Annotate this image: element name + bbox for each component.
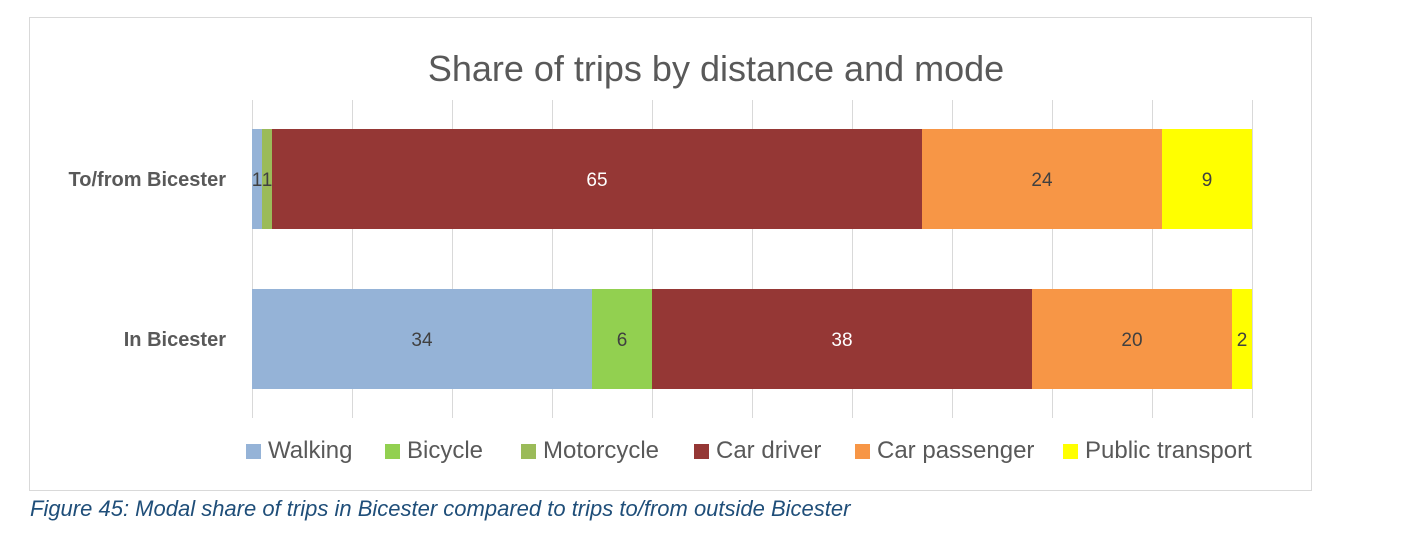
data-label: 9: [1202, 170, 1213, 191]
bar-bicycle-in-bicester: [592, 289, 652, 389]
data-label: 24: [1031, 170, 1053, 191]
legend-swatch: [385, 444, 400, 459]
legend-label: Motorcycle: [543, 437, 659, 464]
bar-car-driver-in-bicester: [652, 289, 1032, 389]
legend: Walking Bicycle Motorcycle Car driver Car pa…: [246, 437, 1252, 464]
data-label: 1: [262, 170, 273, 191]
legend-label: Walking: [268, 437, 352, 464]
legend-swatch: [855, 444, 870, 459]
bar-car-passenger-in-bicester: [1032, 289, 1232, 389]
bars: [252, 129, 1252, 389]
bar-car-passenger-to-from-bicester: [922, 129, 1162, 229]
chart-svg: Share of trips by distance and mode 1 1 65…: [69, 48, 1253, 464]
category-labels: To/from Bicester In Bicester: [69, 169, 227, 351]
data-label: 65: [586, 170, 607, 191]
bar-motorcycle-to-from-bicester: [262, 129, 272, 229]
legend-swatch: [1063, 444, 1078, 459]
bar-walking-to-from-bicester: [252, 129, 262, 229]
data-label: 6: [617, 330, 628, 351]
bar-public-transport-to-from-bicester: [1162, 129, 1252, 229]
data-label: 1: [252, 170, 263, 191]
legend-swatch: [246, 444, 261, 459]
bar-car-driver-to-from-bicester: [272, 129, 922, 229]
bar-walking-in-bicester: [252, 289, 592, 389]
data-label: 20: [1121, 330, 1142, 351]
legend-label: Car passenger: [877, 437, 1034, 464]
chart-title: Share of trips by distance and mode: [428, 48, 1004, 89]
data-label: 2: [1237, 330, 1248, 351]
chart-frame: Share of trips by distance and mode 1 1 65…: [29, 17, 1312, 491]
legend-label: Public transport: [1085, 437, 1252, 464]
data-labels: 1 1 65 24 9 34 6 38 20 2: [252, 170, 1248, 351]
category-label: In Bicester: [124, 329, 226, 351]
legend-swatch: [694, 444, 709, 459]
figure-caption: Figure 45: Modal share of trips in Bices…: [30, 496, 851, 521]
data-label: 34: [411, 330, 433, 351]
legend-label: Car driver: [716, 437, 821, 464]
bar-public-transport-in-bicester: [1232, 289, 1252, 389]
legend-swatch: [521, 444, 536, 459]
legend-label: Bicycle: [407, 437, 483, 464]
data-label: 38: [831, 330, 852, 351]
category-label: To/from Bicester: [69, 169, 227, 191]
